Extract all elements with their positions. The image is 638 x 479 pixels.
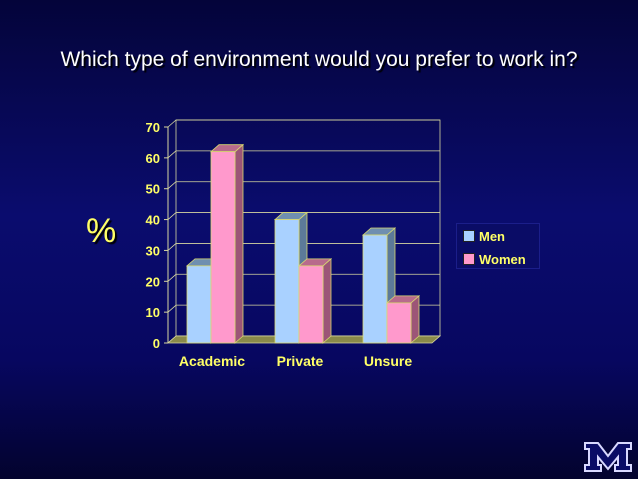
grid-side-line — [167, 119, 177, 128]
y-tick-label: 30 — [146, 243, 160, 258]
legend: Men Women — [456, 223, 540, 269]
y-tick-label: 0 — [153, 336, 160, 351]
y-axis-label: % — [86, 212, 117, 250]
y-tick-label: 60 — [146, 151, 160, 166]
bar-side-women — [322, 257, 332, 344]
bar-men — [274, 219, 300, 344]
grid-side-line — [167, 273, 177, 282]
bar-women — [210, 151, 236, 344]
legend-item-women: Women — [463, 252, 526, 268]
bar-side-women — [234, 143, 244, 344]
y-tick-label: 40 — [146, 213, 160, 228]
legend-item-men: Men — [463, 229, 505, 245]
y-tick-label: 70 — [146, 120, 160, 135]
grid-side-line — [167, 181, 177, 190]
y-tick-label: 10 — [146, 305, 160, 320]
bar-women — [298, 265, 324, 344]
bar-women — [386, 302, 412, 344]
x-tick-label: Private — [277, 353, 324, 369]
legend-swatch-men — [463, 230, 475, 242]
bar-men — [362, 234, 388, 344]
y-tick-label: 20 — [146, 274, 160, 289]
university-block-m-logo — [584, 442, 632, 472]
grid-side-line — [167, 150, 177, 159]
legend-label-men: Men — [479, 229, 505, 244]
legend-swatch-women — [463, 253, 475, 265]
legend-label-women: Women — [479, 252, 526, 267]
grid-side-line — [167, 243, 177, 251]
slide-title: Which type of environment would you pref… — [60, 48, 578, 71]
bar-men — [186, 265, 212, 344]
x-tick-label: Academic — [179, 353, 245, 369]
y-tick-label: 50 — [146, 182, 160, 197]
grid-side-line — [167, 304, 177, 313]
x-tick-label: Unsure — [364, 353, 412, 369]
grid-side-line — [167, 212, 177, 220]
bar-side-women — [410, 295, 420, 344]
